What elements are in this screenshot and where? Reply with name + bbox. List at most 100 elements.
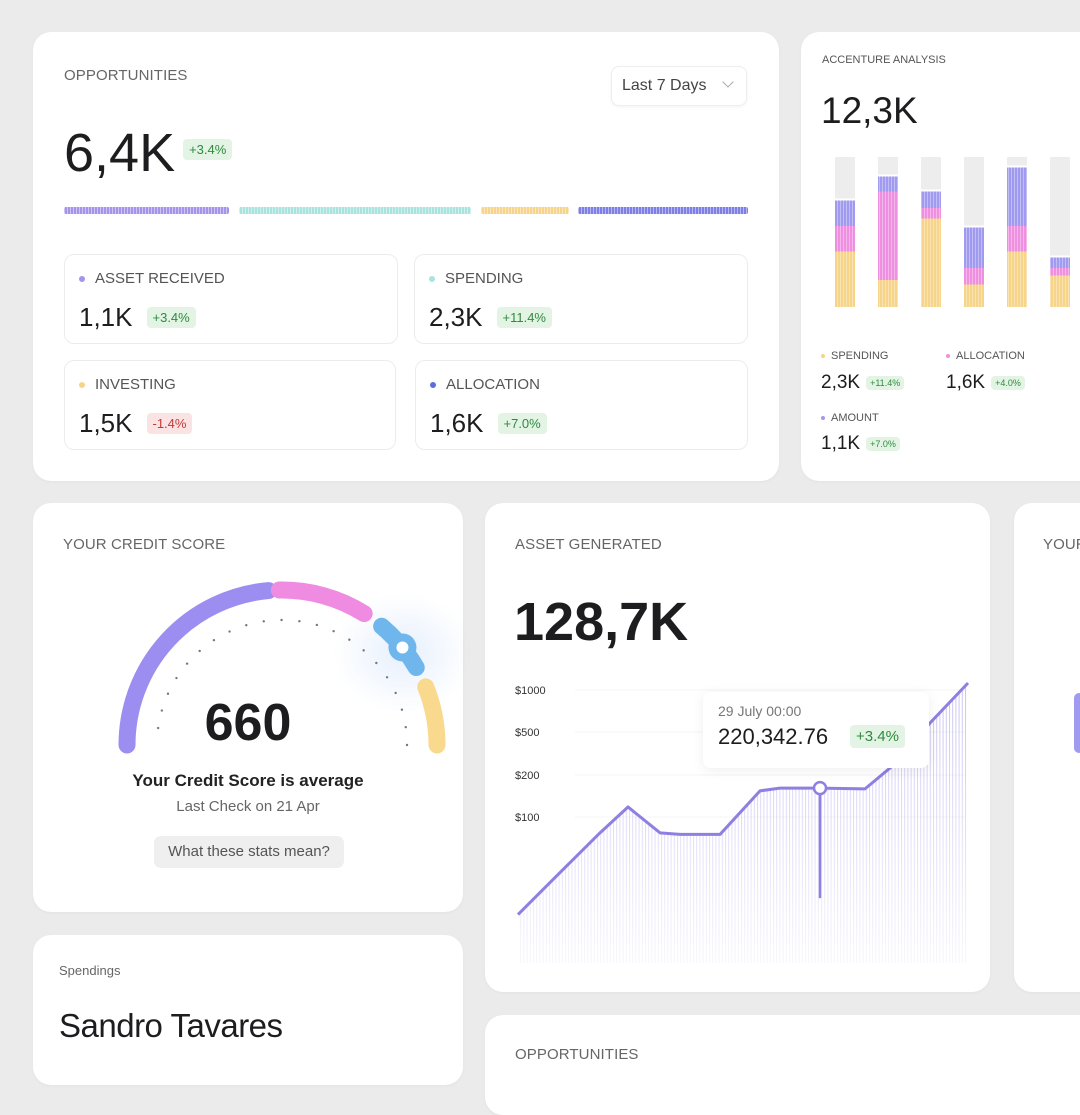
gauge-tick	[280, 618, 283, 622]
opportunities-card-2: OPPORTUNITIES	[485, 1015, 1080, 1115]
bar-texture	[835, 226, 855, 252]
card-title: YOUR CREDIT SCORE	[63, 536, 226, 553]
y-tick-label: $1000	[515, 685, 546, 697]
highlight-point[interactable]	[812, 780, 828, 796]
card-title: YOUR	[1043, 536, 1080, 553]
opportunities-card: OPPORTUNITIES Last 7 Days 6,4K +3.4%	[33, 32, 779, 481]
gauge-tick	[385, 676, 389, 679]
legend-value: 2,3K	[821, 372, 861, 393]
bar-texture	[921, 218, 941, 307]
bar-texture	[921, 191, 941, 208]
change-badge: +11.4%	[866, 376, 905, 390]
gauge-tick	[405, 743, 409, 747]
credit-score-card: YOUR CREDIT SCORE 660 Your Credit Score …	[33, 503, 473, 912]
credit-status: Your Credit Score is average	[132, 771, 364, 790]
bar-gap	[921, 189, 941, 192]
change-badge: +11.4%	[496, 307, 552, 328]
bar-gap	[1007, 165, 1027, 168]
stat-value: 1,1K	[79, 302, 133, 332]
gauge-tick	[298, 620, 301, 623]
stat-value: 1,6K	[430, 408, 484, 438]
stacked-bar-chart	[835, 157, 1070, 307]
change-badge: +7.0%	[497, 413, 547, 434]
line-series	[516, 681, 970, 916]
stat-allocation: ALLOCATION 1,6K +7.0%	[415, 360, 748, 450]
card-title: ASSET GENERATED	[515, 536, 662, 553]
bar-texture	[878, 191, 898, 280]
legend-label: AMOUNT	[831, 412, 879, 424]
legend-label: ALLOCATION	[956, 350, 1025, 362]
gauge-arc-excellent	[417, 678, 446, 754]
your-card: YOUR	[1014, 503, 1080, 992]
gauge-tick	[315, 623, 319, 627]
person-name: Sandro Tavares	[59, 1007, 283, 1044]
gauge-tick	[332, 629, 335, 633]
line-chart: $1000 $500 $200 $100	[515, 681, 970, 963]
bar-texture	[964, 268, 984, 285]
bar-gap	[835, 198, 855, 201]
segment-bar	[578, 207, 748, 214]
bar-texture	[1007, 226, 1027, 252]
bar-texture	[835, 251, 855, 307]
gauge-tick	[212, 638, 216, 642]
legend-dot	[429, 275, 435, 282]
bar-texture	[964, 227, 984, 268]
bar-texture	[1050, 257, 1070, 268]
gauge-tick	[185, 662, 189, 665]
last-check: Last Check on 21 Apr	[176, 798, 320, 815]
bar-texture	[921, 208, 941, 219]
gauge-tick	[228, 630, 231, 633]
stat-value: 1,5K	[79, 408, 133, 438]
accenture-analysis-card: ACCENTURE ANALYSIS 12,3K SPENDING 2,3K +1…	[801, 32, 1080, 481]
legend-value: 1,6K	[946, 372, 986, 393]
period-dropdown[interactable]: Last 7 Days	[611, 66, 747, 106]
legend-dot	[821, 354, 825, 358]
dropdown-value: Last 7 Days	[622, 77, 707, 94]
stat-asset-received: ASSET RECEIVED 1,1K +3.4%	[64, 254, 398, 344]
total-value: 6,4K	[64, 123, 176, 183]
change-badge: +3.4%	[183, 138, 233, 160]
bar-texture	[878, 176, 898, 192]
stat-label: SPENDING	[445, 270, 524, 287]
bar-gap	[878, 174, 898, 177]
card-title: OPPORTUNITIES	[515, 1046, 639, 1063]
bar-gap	[1050, 255, 1070, 258]
bar-texture	[1007, 167, 1027, 226]
gauge-tick	[348, 638, 351, 641]
change-badge: +4.0%	[991, 376, 1025, 390]
credit-score-value: 660	[204, 694, 292, 752]
tooltip-value: 220,342.76	[718, 724, 829, 749]
stat-label: INVESTING	[95, 376, 176, 393]
legend-dot	[821, 416, 825, 420]
gauge-tick	[245, 624, 248, 627]
gauge-arc-poor	[118, 582, 277, 754]
stat-label: ASSET RECEIVED	[95, 270, 225, 287]
legend-value: 1,1K	[821, 433, 861, 454]
bar-texture	[1050, 268, 1070, 276]
legend-dot	[946, 354, 950, 358]
gauge-tick	[394, 691, 397, 695]
gauge-tick	[404, 725, 407, 729]
gauge-tick	[166, 692, 170, 695]
stats-info-button[interactable]: What these stats mean?	[154, 836, 344, 868]
gauge-tick	[160, 709, 164, 712]
gauge-tick	[400, 708, 404, 711]
asset-generated-card: ASSET GENERATED 128,7K $1000 $500 $200 $100…	[485, 503, 990, 992]
bar-texture	[835, 200, 855, 226]
legend-dot	[79, 275, 85, 282]
bar-gap	[964, 225, 984, 228]
stat-label: ALLOCATION	[446, 376, 540, 393]
segment-bar	[481, 207, 569, 214]
gauge-arc-fragment	[1074, 693, 1080, 753]
stat-investing: INVESTING 1,5K -1.4%	[64, 360, 396, 450]
stat-spending: SPENDING 2,3K +11.4%	[414, 254, 748, 344]
y-tick-label: $100	[515, 812, 539, 824]
gauge-tick	[375, 661, 378, 665]
segment-bar	[64, 207, 229, 214]
total-value: 128,7K	[514, 592, 689, 652]
gauge-tick	[362, 649, 365, 652]
segment-bar	[239, 207, 471, 214]
gauge-arc-fair	[270, 581, 373, 623]
bar-texture	[964, 284, 984, 307]
total-value: 12,3K	[821, 90, 918, 131]
